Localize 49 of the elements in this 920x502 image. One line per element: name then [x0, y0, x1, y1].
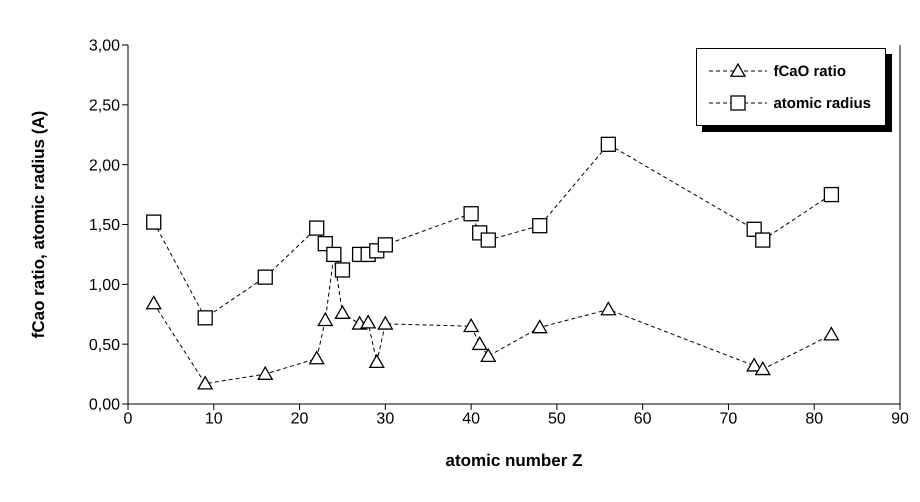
point: [334, 262, 350, 278]
point: [463, 318, 479, 332]
x-tick-label: 80: [805, 410, 824, 428]
point: [755, 232, 770, 248]
point: [258, 366, 273, 380]
y-tick-label: 1,00: [88, 277, 120, 294]
point: [369, 354, 384, 368]
point: [334, 305, 350, 319]
point: [600, 302, 616, 316]
point: [463, 206, 479, 222]
x-axis-title: atomic number Z: [446, 451, 582, 470]
y-tick-label: 0,00: [88, 396, 120, 414]
legend-label: atomic radius: [773, 94, 871, 112]
point: [378, 316, 393, 330]
point: [532, 218, 548, 234]
point: [824, 186, 840, 202]
x-tick-label: 20: [290, 410, 309, 428]
point: [309, 220, 324, 236]
legend-label: fCaO ratio: [773, 62, 846, 80]
y-tick-label: 1,50: [88, 217, 120, 234]
x-tick-label: 70: [720, 410, 738, 428]
point: [309, 350, 324, 364]
y-tick-label: 3,00: [88, 38, 120, 55]
point: [146, 214, 162, 230]
point: [755, 362, 770, 376]
point: [318, 312, 333, 326]
point: [824, 326, 840, 340]
point: [472, 336, 488, 350]
x-tick-label: 10: [204, 410, 223, 428]
x-tick-label: 50: [548, 410, 566, 428]
point: [198, 310, 213, 326]
point: [480, 232, 496, 248]
point: [378, 237, 393, 252]
point: [600, 136, 616, 152]
point: [146, 296, 162, 310]
point: [360, 314, 376, 329]
y-tick-label: 2,00: [88, 157, 120, 174]
y-tick-label: 0,50: [88, 336, 120, 354]
point: [532, 320, 548, 334]
point: [258, 270, 273, 285]
x-tick-label: 40: [462, 410, 480, 428]
y-axis-title: fCao ratio, atomic radius (A): [29, 110, 48, 338]
x-tick-label: 0: [124, 410, 133, 428]
point: [198, 376, 213, 390]
point: [480, 348, 496, 362]
x-tick-label: 60: [634, 410, 652, 428]
x-tick-label: 30: [376, 410, 394, 428]
x-tick-label: 90: [891, 410, 909, 428]
y-tick-label: 2,50: [88, 98, 120, 115]
